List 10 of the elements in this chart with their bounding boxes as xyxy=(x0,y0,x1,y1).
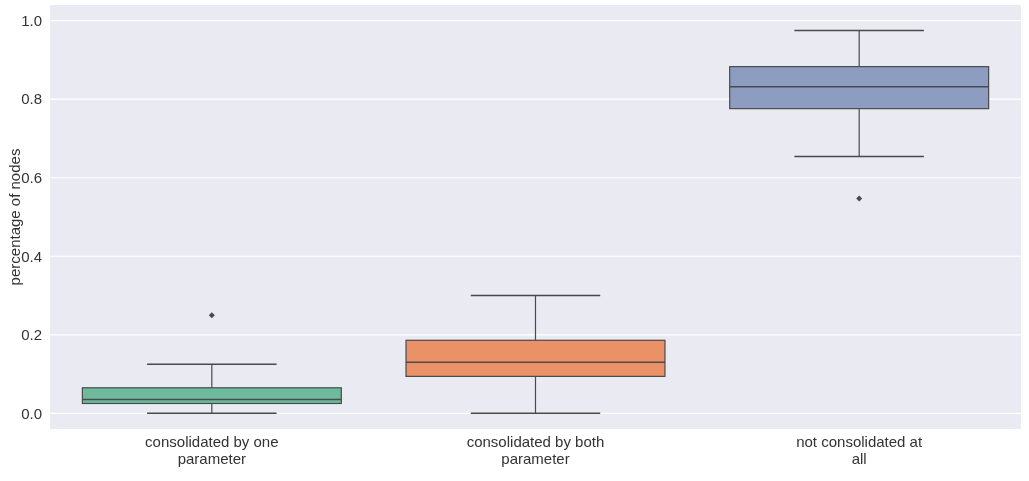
y-tick-label: 0.6 xyxy=(21,168,42,186)
x-tick-label: consolidated by both parameter xyxy=(466,433,605,467)
x-tick-label: consolidated by one parameter xyxy=(145,433,279,467)
y-tick-label: 0.0 xyxy=(21,404,42,422)
y-axis-title: percentage of nodes xyxy=(6,148,23,286)
y-tick-label: 0.8 xyxy=(21,90,42,108)
x-tick-label: not consolidated at all xyxy=(796,433,923,467)
y-tick-label: 1.0 xyxy=(21,11,42,29)
y-tick-label: 0.4 xyxy=(21,247,42,265)
y-tick-label: 0.2 xyxy=(21,326,42,344)
